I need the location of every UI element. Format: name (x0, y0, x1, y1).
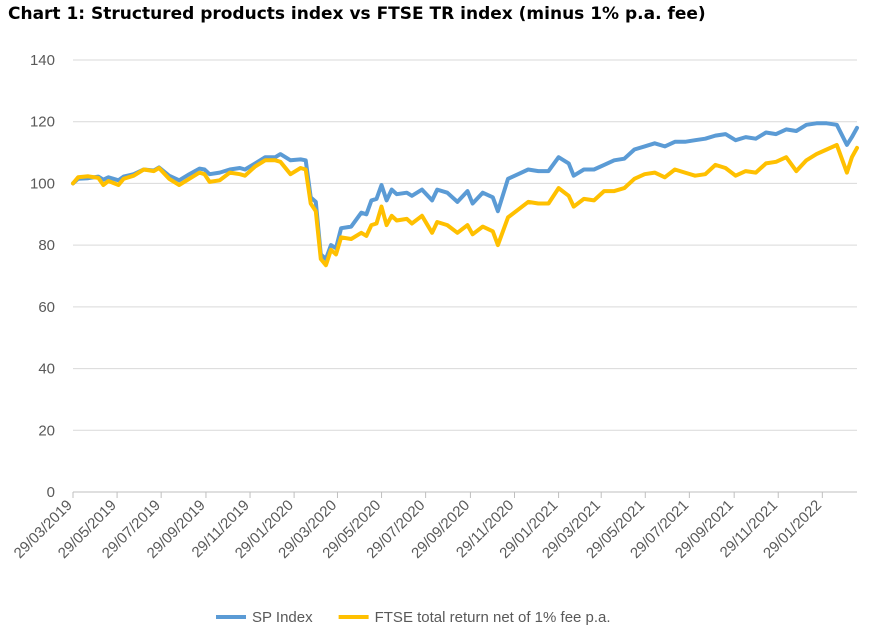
series-line-1 (71, 121, 859, 261)
chart-title: Chart 1: Structured products index vs FT… (8, 4, 706, 24)
y-tick-label: 140 (30, 52, 55, 69)
y-tick-label: 80 (38, 237, 55, 254)
y-tick-label: 20 (38, 422, 55, 439)
y-tick-label: 40 (38, 361, 55, 378)
y-tick-label: 60 (38, 299, 55, 316)
legend-label-1: SP Index (252, 609, 313, 626)
y-tick-label: 120 (30, 114, 55, 131)
series-line-2 (71, 142, 859, 268)
y-tick-label: 0 (47, 484, 55, 501)
legend-label-2: FTSE total return net of 1% fee p.a. (375, 609, 611, 626)
y-tick-label: 100 (30, 175, 55, 192)
